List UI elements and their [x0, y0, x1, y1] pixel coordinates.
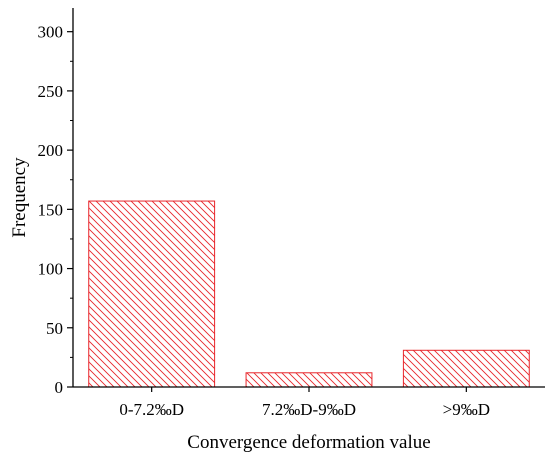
y-tick-label: 250 — [38, 82, 64, 101]
bars-group — [88, 200, 530, 388]
bar-3 — [402, 349, 530, 388]
x-tick-label: 0-7.2‰D — [119, 400, 184, 419]
y-tick-label: 200 — [38, 141, 64, 160]
bar-2 — [245, 372, 373, 388]
y-tick-label: 50 — [46, 319, 63, 338]
x-axis: 0-7.2‰D 7.2‰D-9‰D >9‰D — [73, 386, 545, 419]
y-tick-label: 300 — [38, 23, 64, 42]
x-axis-label: Convergence deformation value — [187, 432, 430, 453]
y-tick-label: 150 — [38, 200, 64, 219]
y-axis: 0 50 100 150 200 250 300 — [38, 8, 74, 397]
y-axis-label: Frequency — [9, 157, 30, 238]
y-tick-label: 0 — [55, 378, 64, 397]
y-tick-label: 100 — [38, 260, 64, 279]
x-tick-label: >9‰D — [443, 400, 490, 419]
x-tick-label: 7.2‰D-9‰D — [262, 400, 356, 419]
bar-1 — [88, 200, 216, 388]
